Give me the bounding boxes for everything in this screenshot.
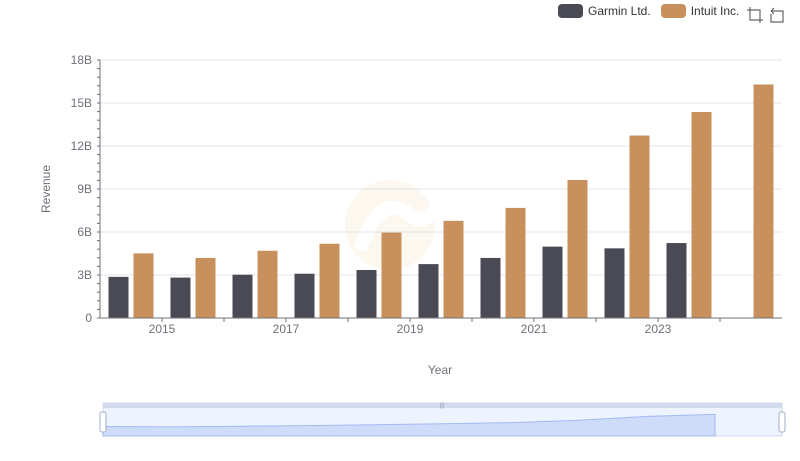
bar-garmin-2018[interactable]: [356, 269, 377, 318]
bar-intuit-2021[interactable]: [567, 179, 588, 318]
bar-intuit-2020[interactable]: [505, 207, 526, 318]
x-axis-title: Year: [428, 363, 452, 377]
legend-swatch-garmin: [558, 4, 583, 18]
bar-garmin-2022[interactable]: [604, 248, 625, 318]
legend-label-intuit: Intuit Inc.: [690, 4, 740, 18]
bar-garmin-2015[interactable]: [170, 277, 191, 318]
bar-intuit-2014[interactable]: [133, 253, 154, 318]
bar-intuit-2019[interactable]: [443, 220, 464, 318]
legend: Garmin Ltd. Intuit Inc.: [558, 4, 749, 18]
y-tick-label: 3B: [77, 268, 92, 282]
axes: [97, 59, 782, 322]
x-tick-label: 2017: [273, 322, 300, 336]
y-axis-title: Revenue: [39, 165, 53, 213]
bar-intuit-2017[interactable]: [319, 243, 340, 318]
bar-intuit-2022[interactable]: [629, 135, 650, 318]
x-tick-label: 2021: [521, 322, 548, 336]
y-tick-label: 18B: [71, 53, 92, 67]
bar-garmin-2020[interactable]: [480, 257, 501, 318]
slider-selection[interactable]: [103, 408, 782, 436]
slider-top-bar[interactable]: [103, 403, 782, 408]
bar-intuit-2023[interactable]: [691, 112, 712, 318]
slider-grip-icon[interactable]: |||: [440, 403, 445, 409]
bar-intuit-2016[interactable]: [257, 250, 278, 318]
restore-icon[interactable]: [768, 6, 786, 24]
bar-garmin-2019[interactable]: [418, 264, 439, 318]
tick-labels: 0 3B 6B 9B 12B 15B 18B 2015 2017 2019 2021 2023: [71, 53, 672, 336]
x-tick-label: 2015: [149, 322, 176, 336]
y-tick-label: 9B: [77, 182, 92, 196]
bar-garmin-2021[interactable]: [542, 246, 563, 318]
slider-preview-area: [102, 413, 716, 437]
bar-intuit-2015[interactable]: [195, 257, 216, 318]
bars: [108, 84, 774, 318]
slider-right-handle[interactable]: [778, 411, 786, 433]
legend-label-garmin: Garmin Ltd.: [588, 4, 651, 18]
bar-garmin-2023[interactable]: [666, 243, 687, 318]
x-tick-label: 2023: [645, 322, 672, 336]
legend-swatch-intuit: [660, 4, 686, 18]
y-tick-label: 15B: [71, 96, 92, 110]
y-tick-label: 12B: [71, 139, 92, 153]
bar-garmin-2014[interactable]: [108, 276, 129, 318]
watermark-logo: [345, 180, 447, 270]
legend-item-intuit[interactable]: Intuit Inc.: [660, 4, 740, 18]
zoom-icon[interactable]: [746, 6, 764, 24]
y-tick-label: 6B: [77, 225, 92, 239]
toolbox: [746, 6, 790, 24]
y-tick-label: 0: [85, 311, 92, 325]
bar-garmin-2016[interactable]: [232, 274, 253, 318]
bar-intuit-2024[interactable]: [753, 84, 774, 318]
bar-intuit-2018[interactable]: [381, 232, 402, 318]
data-zoom-slider[interactable]: |||: [99, 402, 786, 437]
grid-lines: [100, 59, 782, 276]
legend-item-garmin[interactable]: Garmin Ltd.: [558, 4, 651, 18]
x-tick-label: 2019: [397, 322, 424, 336]
slider-left-handle[interactable]: [99, 411, 107, 433]
bar-garmin-2017[interactable]: [294, 273, 315, 318]
